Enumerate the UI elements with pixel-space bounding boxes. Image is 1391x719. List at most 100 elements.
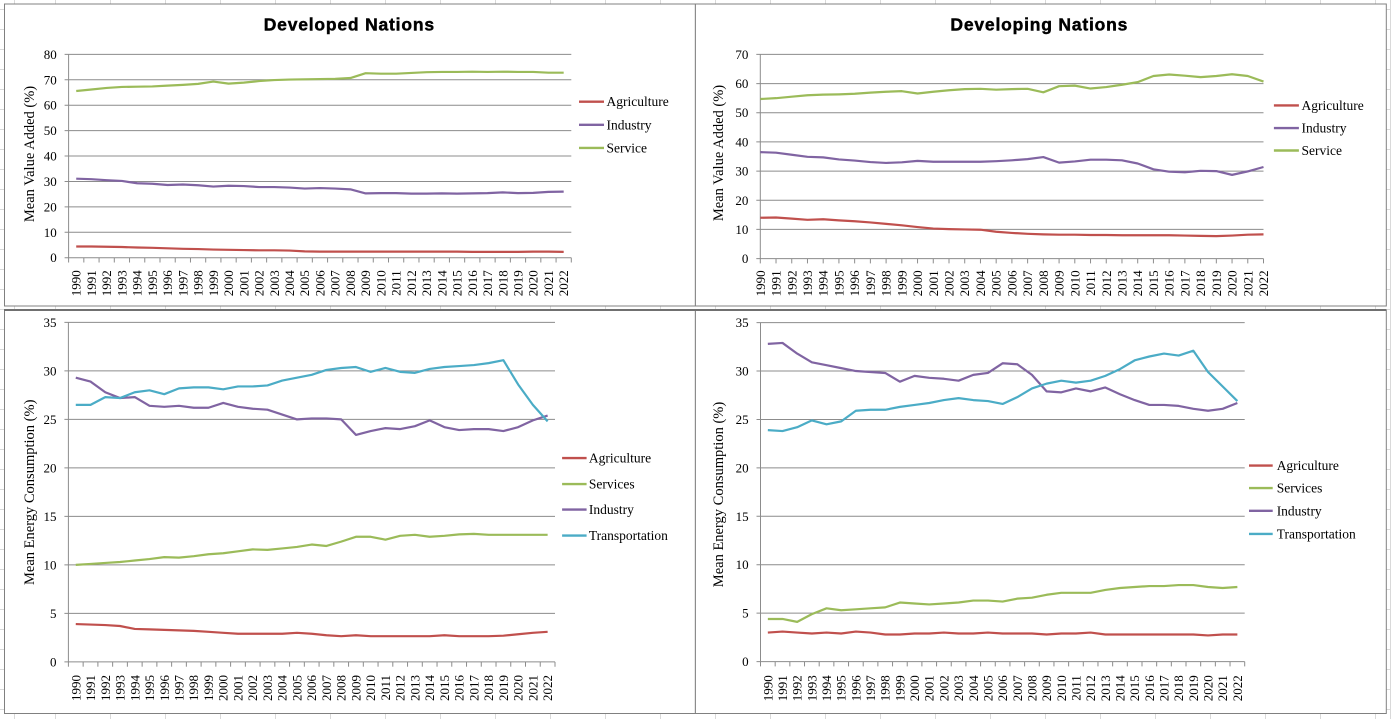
svg-text:Agriculture: Agriculture xyxy=(589,451,651,466)
svg-text:1992: 1992 xyxy=(784,270,799,296)
svg-text:Services: Services xyxy=(589,477,635,492)
svg-text:1996: 1996 xyxy=(157,675,172,702)
svg-text:1996: 1996 xyxy=(847,270,862,297)
svg-text:1993: 1993 xyxy=(113,675,128,701)
svg-text:35: 35 xyxy=(736,315,749,330)
svg-text:2022: 2022 xyxy=(1256,270,1271,296)
svg-text:2019: 2019 xyxy=(1209,270,1224,296)
svg-text:1991: 1991 xyxy=(769,270,784,296)
svg-text:35: 35 xyxy=(44,315,57,330)
svg-text:2012: 2012 xyxy=(1099,270,1114,296)
svg-text:2000: 2000 xyxy=(216,675,231,701)
svg-text:2015: 2015 xyxy=(1127,675,1142,701)
svg-text:2003: 2003 xyxy=(957,270,972,296)
svg-text:2008: 2008 xyxy=(343,270,358,296)
svg-text:2011: 2011 xyxy=(1083,270,1098,296)
svg-text:10: 10 xyxy=(44,225,57,240)
svg-text:2018: 2018 xyxy=(495,270,510,296)
svg-text:1990: 1990 xyxy=(760,675,775,701)
svg-text:1995: 1995 xyxy=(834,675,849,701)
svg-text:1996: 1996 xyxy=(848,675,863,702)
svg-text:2003: 2003 xyxy=(260,675,275,701)
svg-text:2016: 2016 xyxy=(465,270,480,297)
svg-text:Service: Service xyxy=(1302,143,1342,158)
svg-text:2002: 2002 xyxy=(942,270,957,296)
svg-text:1999: 1999 xyxy=(201,675,216,701)
svg-text:2012: 2012 xyxy=(404,270,419,296)
svg-text:1995: 1995 xyxy=(145,270,160,296)
svg-text:2005: 2005 xyxy=(289,675,304,701)
svg-text:2019: 2019 xyxy=(510,270,525,296)
svg-text:1992: 1992 xyxy=(98,675,113,701)
svg-text:2016: 2016 xyxy=(452,675,467,702)
svg-text:2000: 2000 xyxy=(910,270,925,296)
svg-text:70: 70 xyxy=(44,72,57,87)
svg-text:1991: 1991 xyxy=(83,675,98,701)
svg-text:1994: 1994 xyxy=(816,270,831,297)
svg-text:2017: 2017 xyxy=(466,675,481,702)
svg-text:2019: 2019 xyxy=(1186,675,1201,701)
svg-text:70: 70 xyxy=(735,47,748,62)
svg-text:20: 20 xyxy=(44,199,57,214)
svg-text:1991: 1991 xyxy=(775,675,790,701)
svg-text:Developed Nations: Developed Nations xyxy=(264,15,435,35)
svg-text:10: 10 xyxy=(736,557,749,572)
svg-text:2020: 2020 xyxy=(526,270,541,296)
svg-text:1990: 1990 xyxy=(68,675,83,701)
svg-text:30: 30 xyxy=(736,364,749,379)
svg-text:1997: 1997 xyxy=(171,675,186,702)
svg-text:60: 60 xyxy=(735,76,748,91)
svg-text:5: 5 xyxy=(742,606,749,621)
svg-text:2017: 2017 xyxy=(1157,675,1172,702)
svg-text:10: 10 xyxy=(44,557,57,572)
svg-text:2022: 2022 xyxy=(556,270,571,296)
svg-text:2011: 2011 xyxy=(389,270,404,296)
svg-text:2004: 2004 xyxy=(282,270,297,297)
svg-text:20: 20 xyxy=(735,193,748,208)
svg-text:1992: 1992 xyxy=(99,270,114,296)
svg-text:Industry: Industry xyxy=(1302,121,1347,136)
svg-text:1990: 1990 xyxy=(753,270,768,296)
svg-text:Mean Energy Consumption (%): Mean Energy Consumption (%) xyxy=(22,399,38,585)
svg-text:2014: 2014 xyxy=(434,270,449,297)
svg-text:1999: 1999 xyxy=(894,270,909,296)
svg-text:2017: 2017 xyxy=(1177,270,1192,297)
svg-text:40: 40 xyxy=(735,134,748,149)
svg-text:40: 40 xyxy=(44,149,57,164)
svg-text:1992: 1992 xyxy=(790,675,805,701)
svg-text:Industry: Industry xyxy=(1277,503,1322,518)
svg-text:2013: 2013 xyxy=(1098,675,1113,701)
svg-text:2008: 2008 xyxy=(334,675,349,701)
svg-text:2004: 2004 xyxy=(966,675,981,702)
svg-text:2003: 2003 xyxy=(951,675,966,701)
svg-text:2002: 2002 xyxy=(245,675,260,701)
svg-text:30: 30 xyxy=(735,164,748,179)
svg-text:1991: 1991 xyxy=(84,270,99,296)
svg-text:2010: 2010 xyxy=(1054,675,1069,701)
svg-text:2013: 2013 xyxy=(419,270,434,296)
svg-text:Developing Nations: Developing Nations xyxy=(950,15,1128,35)
svg-text:15: 15 xyxy=(44,509,57,524)
svg-text:1993: 1993 xyxy=(804,675,819,701)
svg-text:2014: 2014 xyxy=(422,675,437,702)
svg-text:Industry: Industry xyxy=(589,502,634,517)
svg-text:2018: 2018 xyxy=(1193,270,1208,296)
svg-text:2001: 2001 xyxy=(922,675,937,701)
svg-text:2012: 2012 xyxy=(1083,675,1098,701)
svg-text:25: 25 xyxy=(736,412,749,427)
svg-text:2018: 2018 xyxy=(1171,675,1186,701)
svg-text:2009: 2009 xyxy=(1039,675,1054,701)
svg-text:0: 0 xyxy=(742,654,749,669)
svg-text:2007: 2007 xyxy=(328,270,343,297)
svg-text:2010: 2010 xyxy=(1067,270,1082,296)
svg-text:2002: 2002 xyxy=(252,270,267,296)
svg-text:2007: 2007 xyxy=(1010,675,1025,702)
svg-text:Services: Services xyxy=(1277,481,1323,496)
svg-text:2009: 2009 xyxy=(1052,270,1067,296)
svg-text:2004: 2004 xyxy=(275,675,290,702)
svg-text:1999: 1999 xyxy=(206,270,221,296)
svg-text:1994: 1994 xyxy=(819,675,834,702)
svg-text:2013: 2013 xyxy=(407,675,422,701)
svg-text:20: 20 xyxy=(44,460,57,475)
svg-text:2011: 2011 xyxy=(378,675,393,701)
